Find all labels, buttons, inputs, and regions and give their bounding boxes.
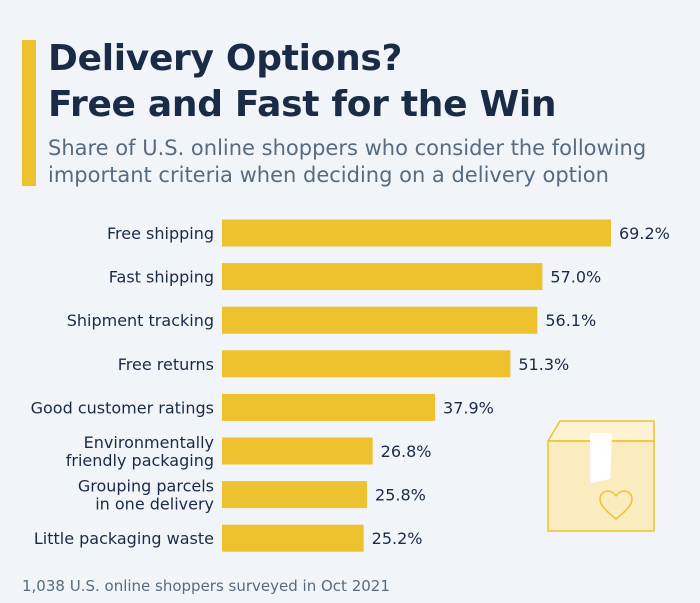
category-label: Good customer ratings (31, 398, 214, 417)
category-label: Little packaging waste (34, 529, 214, 548)
category-label: Environmentally (84, 433, 214, 452)
category-label: in one delivery (95, 495, 214, 514)
title-accent-bar (22, 40, 36, 186)
category-label: Free shipping (107, 224, 214, 243)
bar (222, 350, 511, 378)
bar (222, 481, 368, 509)
chart-subtitle-line-2: important criteria when deciding on a de… (48, 163, 609, 187)
category-label: Fast shipping (109, 268, 214, 287)
bar-value-label: 37.9% (443, 398, 494, 417)
bar-value-label: 26.8% (381, 442, 432, 461)
bar-value-label: 69.2% (619, 224, 670, 243)
parcel-box-with-heart-icon (547, 420, 655, 532)
bar-value-label: 51.3% (518, 355, 569, 374)
chart-title-line-1: Delivery Options? (48, 38, 403, 79)
chart-subtitle-line-1: Share of U.S. online shoppers who consid… (48, 136, 647, 160)
bar-value-label: 25.2% (372, 529, 423, 548)
bar-chart: 69.2% Free shipping 57.0% Fast shipping 56.1… (31, 219, 670, 552)
chart-subtitle: Share of U.S. online shoppers who consid… (48, 135, 688, 189)
bar (222, 524, 364, 552)
chart-footnote: 1,038 U.S. online shoppers surveyed in O… (22, 577, 390, 595)
category-label: Free returns (118, 355, 214, 374)
bar-value-label: 25.8% (375, 486, 426, 505)
chart-title-line-2: Free and Fast for the Win (48, 84, 557, 125)
category-label: friendly packaging (66, 451, 214, 470)
bar (222, 263, 543, 291)
bar-value-label: 56.1% (545, 311, 596, 330)
chart-title: Delivery Options? Free and Fast for the … (48, 36, 557, 128)
bar (222, 219, 611, 247)
bar-value-label: 57.0% (550, 268, 601, 287)
bar (222, 306, 538, 334)
bar (222, 393, 436, 421)
bar (222, 437, 373, 465)
category-label: Grouping parcels (78, 477, 214, 496)
category-label: Shipment tracking (67, 311, 214, 330)
